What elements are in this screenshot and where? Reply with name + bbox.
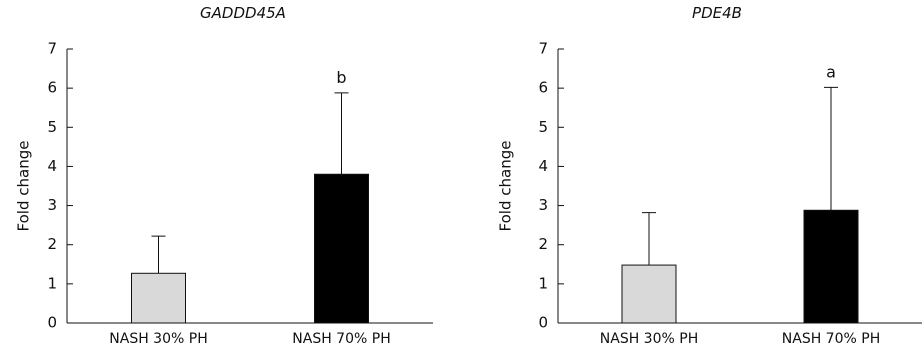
x-tick-label: NASH 70% PH xyxy=(782,331,880,347)
y-tick-label: 3 xyxy=(47,196,57,214)
error-bar xyxy=(151,235,166,274)
x-tick-labels: NASH 30% PH NASH 70% PH xyxy=(600,331,880,347)
error-bar xyxy=(334,92,349,175)
y-axis-label: Fold change xyxy=(497,141,515,232)
y-tick-label: 4 xyxy=(47,157,57,175)
error-bar xyxy=(824,86,838,211)
y-tick-label: 2 xyxy=(538,235,548,253)
bar xyxy=(803,209,859,324)
bar xyxy=(131,272,186,324)
chart-panel-pde4b: PDE4B Fold change 0 1 2 3 4 5 6 7 a NASH 30% PH… xyxy=(497,4,922,347)
bars: a xyxy=(621,62,859,324)
y-ticks: 0 1 2 3 4 5 6 7 xyxy=(538,40,564,332)
bar xyxy=(314,173,369,324)
y-tick-label: 6 xyxy=(47,79,57,97)
y-tick-label: 2 xyxy=(47,235,57,253)
chart-title: GADDD45A xyxy=(200,4,286,22)
bar xyxy=(621,264,677,324)
y-tick-label: 0 xyxy=(47,314,57,332)
error-bar xyxy=(642,212,656,266)
y-tick-label: 7 xyxy=(47,40,57,58)
significance-label: b xyxy=(336,68,346,87)
y-tick-label: 4 xyxy=(538,157,548,175)
y-tick-label: 7 xyxy=(538,40,548,58)
x-tick-label: NASH 30% PH xyxy=(109,331,207,347)
bars: b xyxy=(131,68,369,324)
x-tick-label: NASH 30% PH xyxy=(600,331,698,347)
chart-panel-gadd45a: GADDD45A Fold change 0 1 2 3 4 5 6 7 b NASH 30%… xyxy=(15,4,433,347)
y-tick-label: 5 xyxy=(47,118,57,136)
chart-title: PDE4B xyxy=(692,4,742,22)
y-axis-label: Fold change xyxy=(15,141,33,232)
y-tick-label: 0 xyxy=(538,314,548,332)
x-tick-label: NASH 70% PH xyxy=(292,331,390,347)
y-tick-label: 6 xyxy=(538,79,548,97)
y-ticks: 0 1 2 3 4 5 6 7 xyxy=(47,40,73,332)
x-tick-labels: NASH 30% PH NASH 70% PH xyxy=(109,331,390,347)
y-tick-label: 1 xyxy=(538,274,548,292)
y-tick-label: 5 xyxy=(538,118,548,136)
y-tick-label: 3 xyxy=(538,196,548,214)
y-tick-label: 1 xyxy=(47,274,57,292)
significance-label: a xyxy=(826,62,836,81)
